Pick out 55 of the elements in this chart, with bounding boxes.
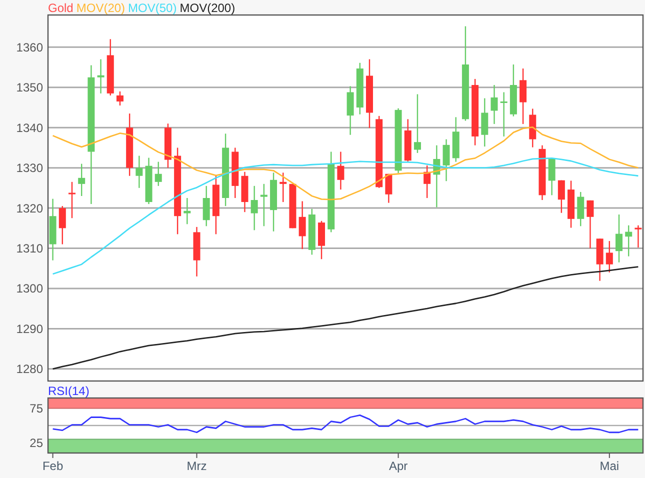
candlestick — [260, 183, 268, 227]
candlestick — [58, 205, 66, 245]
candlestick — [68, 181, 76, 219]
y-tick-label: 1330 — [16, 161, 44, 176]
candlestick — [202, 185, 210, 227]
candlestick — [280, 172, 287, 203]
text: MOV(20) — [76, 1, 126, 15]
y-tick-label: 1280 — [16, 362, 44, 376]
candlestick — [97, 58, 104, 94]
candlestick — [481, 98, 488, 148]
candlestick — [414, 94, 421, 154]
candlestick — [625, 224, 632, 257]
candlestick — [136, 155, 143, 189]
candlestick — [558, 180, 565, 214]
candlestick — [586, 200, 594, 249]
x-tick-label: Apr — [388, 459, 408, 473]
y-tick-label: 1290 — [16, 322, 44, 336]
x-tick-label: Mai — [600, 459, 620, 473]
line-series — [52, 126, 639, 200]
y-tick-label: 1310 — [16, 241, 44, 256]
y-tick-label: 1340 — [16, 120, 44, 135]
candlestick — [154, 161, 162, 187]
candlestick — [78, 163, 86, 197]
candlestick — [606, 240, 613, 274]
candlestick — [616, 214, 623, 263]
candlestick — [337, 151, 344, 190]
y-tick-label: 75 — [30, 402, 44, 416]
text: MOV(50) — [128, 1, 177, 15]
candlestick — [520, 68, 527, 125]
line-series — [52, 157, 639, 275]
candlestick — [634, 224, 642, 248]
candlestick — [116, 90, 124, 106]
candlestick — [385, 173, 392, 204]
line-series — [52, 266, 639, 370]
line-series — [52, 414, 639, 434]
candlestick — [500, 92, 508, 138]
text: MOV(200) — [180, 1, 236, 15]
y-tick-label: 1350 — [16, 80, 44, 95]
y-tick-label: 1360 — [16, 40, 44, 54]
candlestick — [250, 185, 258, 231]
candlestick — [577, 191, 584, 227]
text: Gold — [48, 1, 74, 15]
y-tick-label: 1320 — [16, 201, 44, 216]
candlestick — [548, 158, 556, 196]
candlestick — [184, 197, 191, 225]
x-tick-label: Feb — [42, 459, 64, 473]
candlestick — [442, 138, 450, 182]
series-label: RSI(14) — [48, 384, 90, 398]
candlestick — [490, 84, 498, 125]
candlestick — [298, 200, 306, 250]
x-tick-label: Mrz — [186, 459, 207, 473]
y-tick-label: 1300 — [16, 282, 44, 296]
candlestick — [318, 220, 326, 260]
y-tick-label: 25 — [30, 436, 44, 450]
candlestick — [346, 86, 354, 136]
